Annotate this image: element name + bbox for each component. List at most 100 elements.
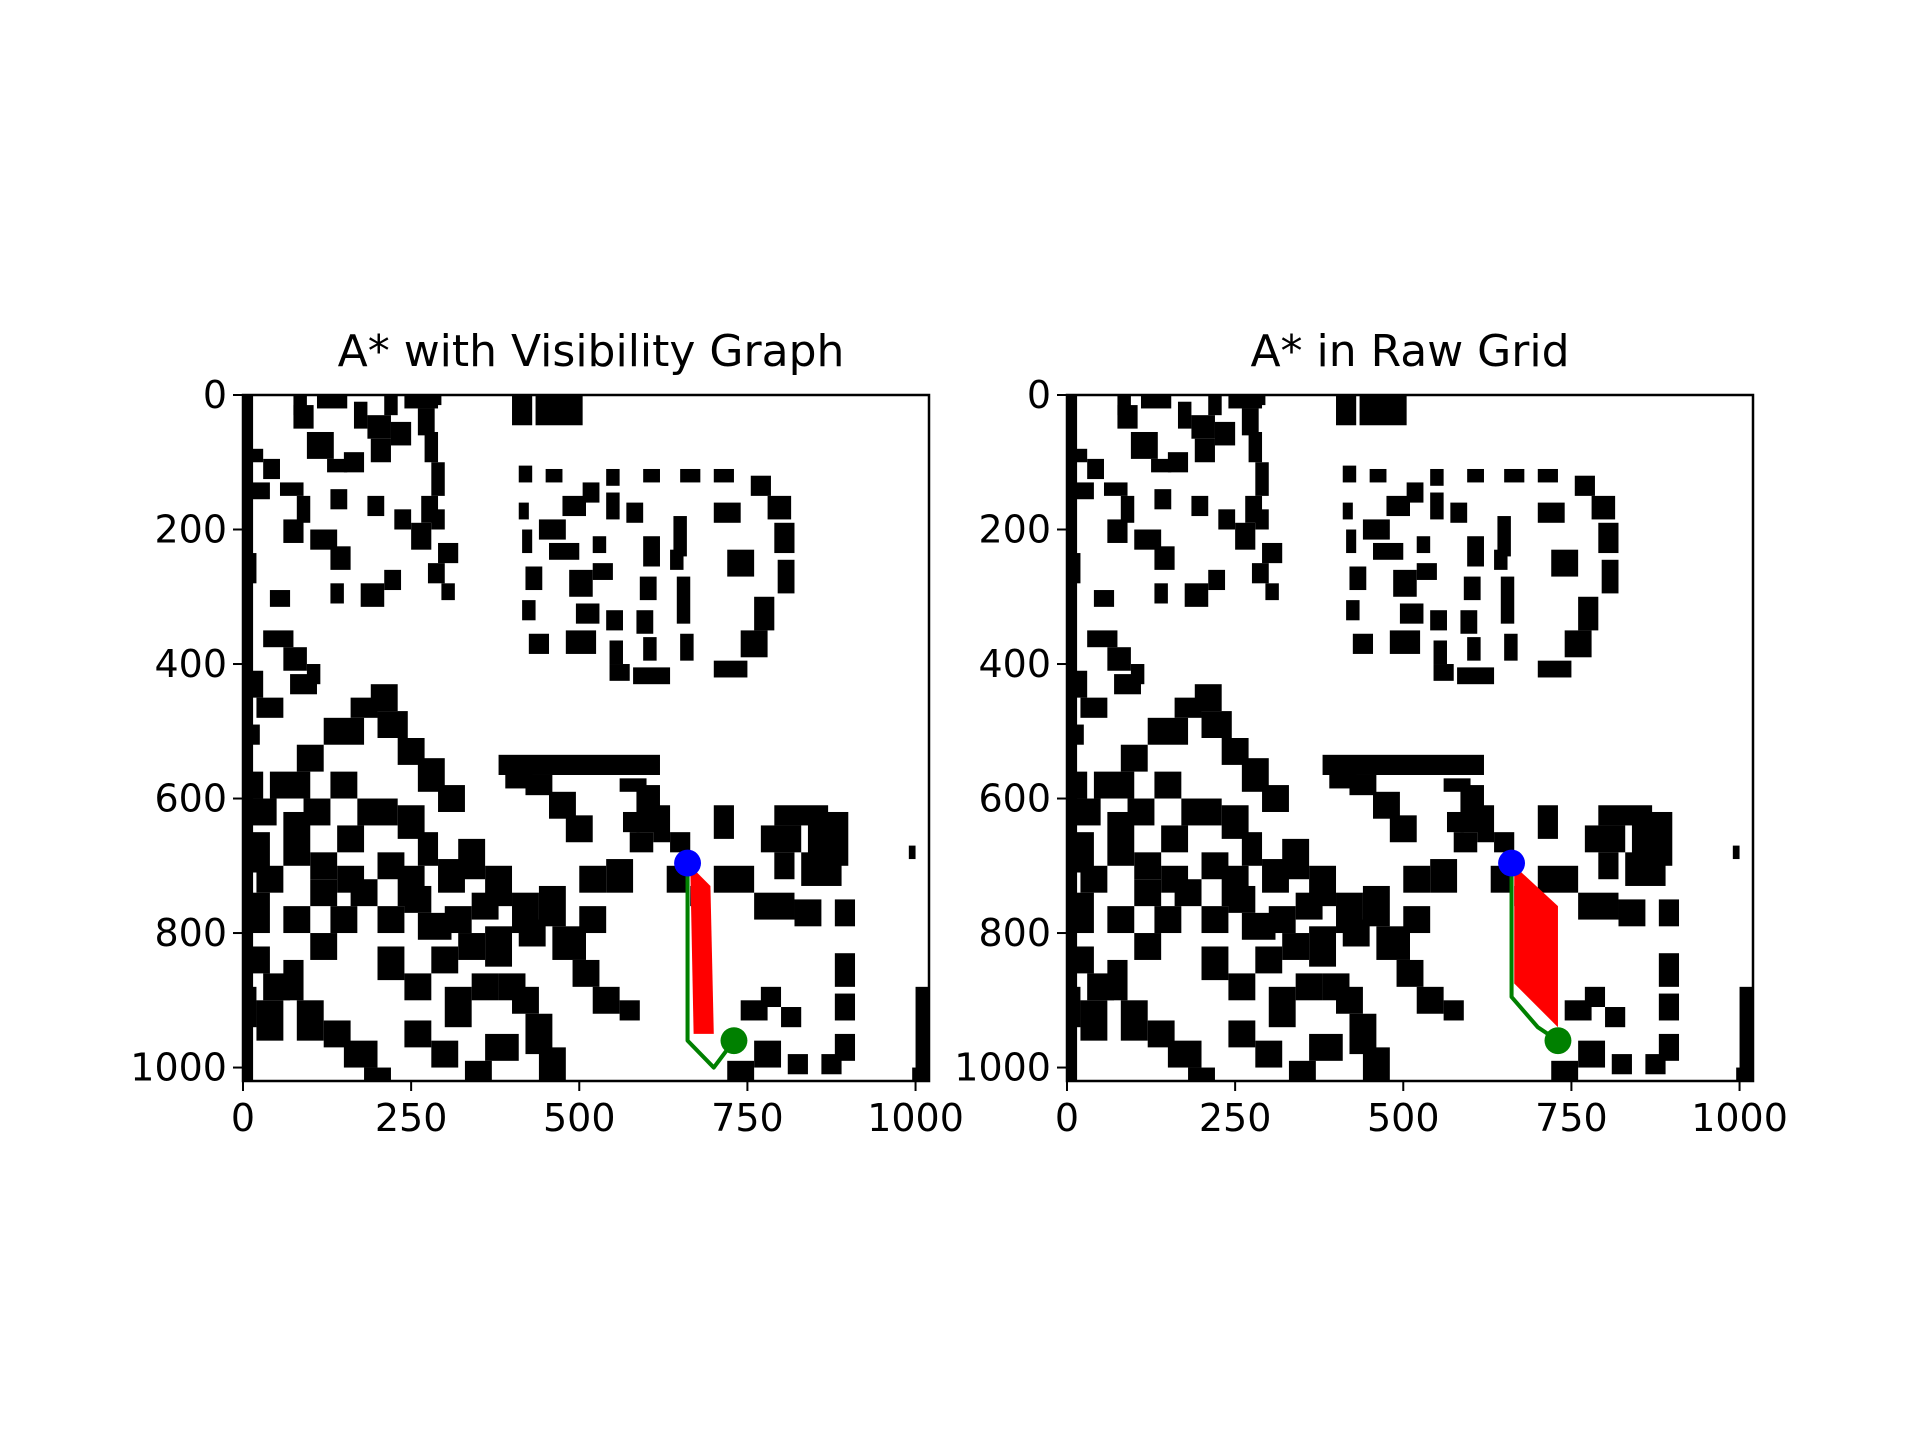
obstacle xyxy=(1114,674,1141,695)
obstacle xyxy=(310,933,338,960)
obstacle xyxy=(569,569,593,597)
obstacle xyxy=(609,664,630,681)
obstacle xyxy=(370,438,391,463)
obstacle xyxy=(834,1033,856,1061)
x-tick-label: 1000 xyxy=(1691,1096,1788,1140)
obstacle xyxy=(438,785,465,812)
obstacle xyxy=(619,1000,640,1021)
obstacle xyxy=(310,852,338,880)
y-tick-label: 600 xyxy=(978,777,1051,821)
obstacle xyxy=(1346,529,1357,554)
obstacle xyxy=(1218,509,1236,530)
start-marker xyxy=(1498,849,1526,877)
obstacle xyxy=(606,859,634,893)
obstacle xyxy=(310,529,338,550)
obstacle xyxy=(1251,563,1269,584)
obstacle xyxy=(263,630,294,648)
y-tick-label: 800 xyxy=(154,911,227,955)
obstacle xyxy=(1228,973,1256,1001)
obstacle xyxy=(1430,492,1444,520)
obstacle xyxy=(1362,885,1390,927)
obstacle xyxy=(1201,711,1232,738)
obstacle xyxy=(1349,566,1367,591)
obstacle xyxy=(834,953,856,987)
obstacle xyxy=(1342,502,1353,520)
obstacle xyxy=(713,502,741,523)
x-tick-label: 750 xyxy=(711,1096,784,1140)
obstacle xyxy=(629,832,654,853)
obstacle xyxy=(1134,852,1162,880)
obstacle xyxy=(622,811,640,833)
obstacle xyxy=(1177,401,1192,429)
obstacle xyxy=(306,431,334,459)
obstacle xyxy=(283,519,304,543)
obstacle xyxy=(1255,462,1269,496)
path-line xyxy=(685,863,736,1070)
obstacle xyxy=(518,502,529,520)
obstacle xyxy=(353,401,368,429)
obstacle xyxy=(538,885,566,927)
obstacle xyxy=(471,973,499,1001)
obstacle xyxy=(283,959,304,1001)
obstacle xyxy=(579,906,607,934)
y-tick-label: 1000 xyxy=(130,1046,227,1090)
obstacle xyxy=(384,569,402,591)
obstacle xyxy=(243,448,264,463)
obstacle xyxy=(1403,906,1431,934)
obstacle xyxy=(1295,973,1323,1001)
obstacle xyxy=(643,536,660,567)
obstacle xyxy=(1373,542,1404,560)
obstacle xyxy=(1578,1040,1606,1068)
obstacle xyxy=(1584,825,1626,853)
y-tick-label: 400 xyxy=(978,642,1051,686)
map-area xyxy=(1067,395,1753,1081)
obstacle xyxy=(713,805,734,839)
obstacle xyxy=(283,647,307,671)
obstacle xyxy=(1322,754,1484,775)
obstacle xyxy=(310,879,338,907)
obstacle xyxy=(1107,519,1128,543)
x-tick-label: 500 xyxy=(1367,1096,1440,1140)
obstacle xyxy=(1235,522,1256,550)
obstacle xyxy=(243,892,270,934)
obstacle xyxy=(1228,885,1256,913)
obstacle xyxy=(1611,1054,1632,1075)
obstacle xyxy=(538,519,566,540)
obstacle xyxy=(1107,959,1128,1001)
obstacle xyxy=(767,495,792,520)
obstacle xyxy=(606,492,620,520)
obstacle xyxy=(1120,1000,1148,1041)
obstacle xyxy=(606,610,623,631)
obstacle xyxy=(760,986,782,1008)
obstacle xyxy=(377,711,408,738)
obstacle xyxy=(404,1020,432,1048)
x-tick-label: 500 xyxy=(543,1096,616,1140)
obstacle xyxy=(431,1040,459,1068)
obstacle xyxy=(1080,1000,1108,1041)
obstacle xyxy=(330,906,358,934)
obstacle xyxy=(485,926,513,967)
obstacle xyxy=(528,633,550,654)
obstacle xyxy=(1430,610,1447,631)
obstacle xyxy=(1282,933,1310,960)
obstacle xyxy=(1416,563,1437,580)
obstacle xyxy=(1309,1033,1343,1061)
panel-visibility-graph: A* with Visibility Graph 0 250 500 750 10000… xyxy=(130,326,964,1140)
obstacle xyxy=(1433,664,1454,681)
obstacle xyxy=(485,1033,519,1061)
obstacle xyxy=(575,603,600,624)
obstacle xyxy=(754,1040,782,1068)
obstacle xyxy=(1248,431,1263,463)
obstacle xyxy=(1151,458,1172,473)
obstacle xyxy=(774,852,795,880)
obstacle xyxy=(1467,637,1481,661)
obstacle xyxy=(431,946,459,974)
obstacle xyxy=(1117,405,1138,429)
obstacle xyxy=(1386,495,1410,517)
obstacle xyxy=(1147,717,1189,745)
obstacle xyxy=(327,458,348,473)
obstacle xyxy=(1504,633,1518,661)
y-tick-label: 800 xyxy=(978,911,1051,955)
obstacle xyxy=(760,825,802,853)
